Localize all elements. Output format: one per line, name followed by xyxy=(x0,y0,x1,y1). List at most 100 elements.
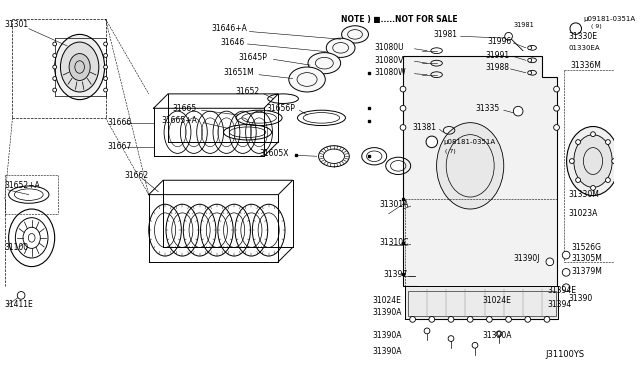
Ellipse shape xyxy=(429,317,435,322)
Text: 31301A: 31301A xyxy=(379,200,408,209)
Ellipse shape xyxy=(528,46,532,50)
Ellipse shape xyxy=(326,38,355,57)
Text: 31667: 31667 xyxy=(108,142,132,151)
Text: 31330E: 31330E xyxy=(568,32,597,41)
Ellipse shape xyxy=(54,34,104,100)
Text: 31336M: 31336M xyxy=(570,61,601,70)
Text: 31390A: 31390A xyxy=(372,331,402,340)
Text: 31394E: 31394E xyxy=(547,286,576,295)
Ellipse shape xyxy=(506,317,511,322)
Ellipse shape xyxy=(60,42,99,92)
Ellipse shape xyxy=(605,178,611,182)
Text: 31330M: 31330M xyxy=(568,190,599,199)
Text: 31652: 31652 xyxy=(235,87,259,96)
Text: 31305M: 31305M xyxy=(571,254,602,263)
Ellipse shape xyxy=(554,86,559,92)
Ellipse shape xyxy=(436,123,504,209)
Text: 31991: 31991 xyxy=(486,51,509,60)
Ellipse shape xyxy=(570,23,582,34)
Text: ( 7): ( 7) xyxy=(444,149,456,154)
Text: 31080W: 31080W xyxy=(374,68,406,77)
Ellipse shape xyxy=(591,132,595,137)
Ellipse shape xyxy=(69,54,90,80)
Ellipse shape xyxy=(566,126,620,196)
Text: 31996: 31996 xyxy=(488,36,512,46)
Ellipse shape xyxy=(563,284,570,292)
Text: 31646+A: 31646+A xyxy=(211,24,247,33)
Ellipse shape xyxy=(563,251,570,259)
Ellipse shape xyxy=(424,328,430,334)
Ellipse shape xyxy=(342,26,369,43)
Ellipse shape xyxy=(591,186,595,190)
Ellipse shape xyxy=(426,136,438,148)
Ellipse shape xyxy=(528,58,532,62)
Ellipse shape xyxy=(496,331,502,337)
Text: 31645P: 31645P xyxy=(238,53,267,62)
Ellipse shape xyxy=(52,54,56,57)
Text: 31390J: 31390J xyxy=(513,254,540,263)
Text: 31390: 31390 xyxy=(568,294,592,303)
Text: 31024E: 31024E xyxy=(372,296,401,305)
Text: 31665+A: 31665+A xyxy=(161,116,197,125)
Text: 31662: 31662 xyxy=(125,171,149,180)
Text: 31301: 31301 xyxy=(4,20,29,29)
Ellipse shape xyxy=(554,105,559,111)
Text: 31397: 31397 xyxy=(384,270,408,279)
Text: 31988: 31988 xyxy=(486,64,509,73)
Text: 31652+A: 31652+A xyxy=(4,180,40,190)
Ellipse shape xyxy=(525,317,531,322)
Ellipse shape xyxy=(546,258,554,266)
Ellipse shape xyxy=(472,342,478,348)
Ellipse shape xyxy=(52,65,56,69)
Ellipse shape xyxy=(448,317,454,322)
Ellipse shape xyxy=(528,71,532,75)
Ellipse shape xyxy=(574,135,612,187)
Ellipse shape xyxy=(486,317,492,322)
Text: J31100YS: J31100YS xyxy=(545,350,584,359)
Ellipse shape xyxy=(554,125,559,130)
Text: 31605X: 31605X xyxy=(259,149,289,158)
Text: 01330EA: 01330EA xyxy=(568,45,600,51)
Ellipse shape xyxy=(570,158,574,163)
Text: 31646: 31646 xyxy=(221,38,245,46)
Text: 31023A: 31023A xyxy=(568,209,597,218)
Ellipse shape xyxy=(605,140,611,144)
Ellipse shape xyxy=(104,42,108,46)
Text: 31390A: 31390A xyxy=(372,308,402,317)
Text: 31100: 31100 xyxy=(4,243,29,252)
Ellipse shape xyxy=(400,105,406,111)
Text: 31666: 31666 xyxy=(108,118,132,127)
Text: NOTE ) ■.....NOT FOR SALE: NOTE ) ■.....NOT FOR SALE xyxy=(340,15,457,23)
Polygon shape xyxy=(403,55,557,320)
Text: 31981: 31981 xyxy=(434,30,458,39)
Ellipse shape xyxy=(17,292,25,299)
Ellipse shape xyxy=(52,77,56,80)
Ellipse shape xyxy=(575,178,580,182)
Text: 31981: 31981 xyxy=(513,22,534,28)
Text: ( 9): ( 9) xyxy=(591,24,602,29)
Text: 31656P: 31656P xyxy=(267,104,296,113)
Text: 31526G: 31526G xyxy=(571,243,601,252)
Ellipse shape xyxy=(448,336,454,341)
Ellipse shape xyxy=(563,269,570,276)
Ellipse shape xyxy=(513,106,523,116)
Bar xyxy=(405,286,559,320)
Ellipse shape xyxy=(410,317,415,322)
Ellipse shape xyxy=(308,52,340,74)
Text: 31390A: 31390A xyxy=(483,331,512,340)
Ellipse shape xyxy=(575,140,580,144)
Text: 31390A: 31390A xyxy=(372,347,402,356)
Text: µ08181-0351A: µ08181-0351A xyxy=(444,139,495,145)
Text: 31080U: 31080U xyxy=(374,43,404,52)
Bar xyxy=(408,291,556,317)
Text: 31335: 31335 xyxy=(475,104,499,113)
Ellipse shape xyxy=(505,32,513,40)
Text: µ09181-0351A: µ09181-0351A xyxy=(584,16,636,22)
Ellipse shape xyxy=(104,77,108,80)
Text: 31651M: 31651M xyxy=(223,68,254,77)
Ellipse shape xyxy=(400,125,406,130)
Ellipse shape xyxy=(104,65,108,69)
Ellipse shape xyxy=(544,317,550,322)
Ellipse shape xyxy=(104,54,108,57)
Text: 31381: 31381 xyxy=(413,123,436,132)
